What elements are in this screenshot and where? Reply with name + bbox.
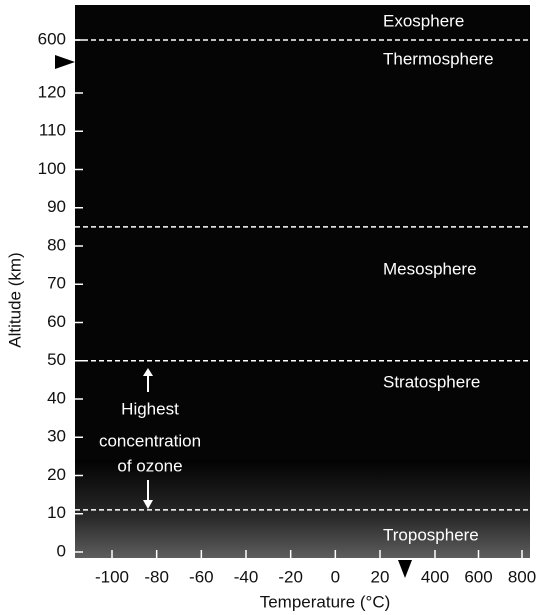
x-axis-break	[398, 560, 412, 578]
y-tick-label: 120	[38, 82, 66, 101]
x-tick-label: -60	[189, 567, 214, 586]
y-tick-label: 20	[47, 465, 66, 484]
arrow-head	[143, 368, 153, 376]
annotation: of ozone	[117, 456, 182, 475]
y-tick-label: 10	[47, 503, 66, 522]
layer-label: Stratosphere	[383, 372, 480, 391]
y-tick-label: 110	[39, 121, 66, 140]
x-tick-label: -20	[278, 567, 303, 586]
arrow-head	[143, 500, 153, 509]
y-tick-label: 70	[47, 274, 66, 293]
layer-label: Mesosphere	[383, 259, 477, 278]
x-tick-label: -80	[144, 567, 169, 586]
y-tick-label: 90	[47, 197, 66, 216]
y-tick-label: 30	[47, 427, 66, 446]
y-tick-label: 60	[47, 312, 66, 331]
y-tick-label: 600	[38, 29, 66, 48]
x-tick-label: -100	[95, 567, 129, 586]
x-tick-label: 20	[371, 567, 390, 586]
y-axis-title: Altitude (km)	[5, 252, 24, 347]
x-tick-label: 0	[331, 567, 340, 586]
y-tick-label: 0	[57, 541, 66, 560]
annotation: Highest	[121, 399, 179, 418]
x-tick-label: 400	[421, 567, 449, 586]
y-tick-label: 100	[38, 159, 66, 178]
x-axis-title: Temperature (°C)	[260, 592, 391, 611]
y-axis-break	[55, 55, 75, 69]
x-tick-label: 800	[508, 567, 536, 586]
annotation: concentration	[99, 431, 201, 450]
layer-label: Troposphere	[383, 525, 479, 544]
y-tick-label: 80	[47, 235, 66, 254]
layer-label: Thermosphere	[383, 49, 494, 68]
layer-label: Exosphere	[383, 11, 464, 30]
x-tick-label: -40	[234, 567, 259, 586]
y-tick-label: 50	[47, 350, 66, 369]
haze	[75, 460, 530, 558]
x-tick-label: 600	[464, 567, 492, 586]
y-tick-label: 40	[47, 388, 66, 407]
